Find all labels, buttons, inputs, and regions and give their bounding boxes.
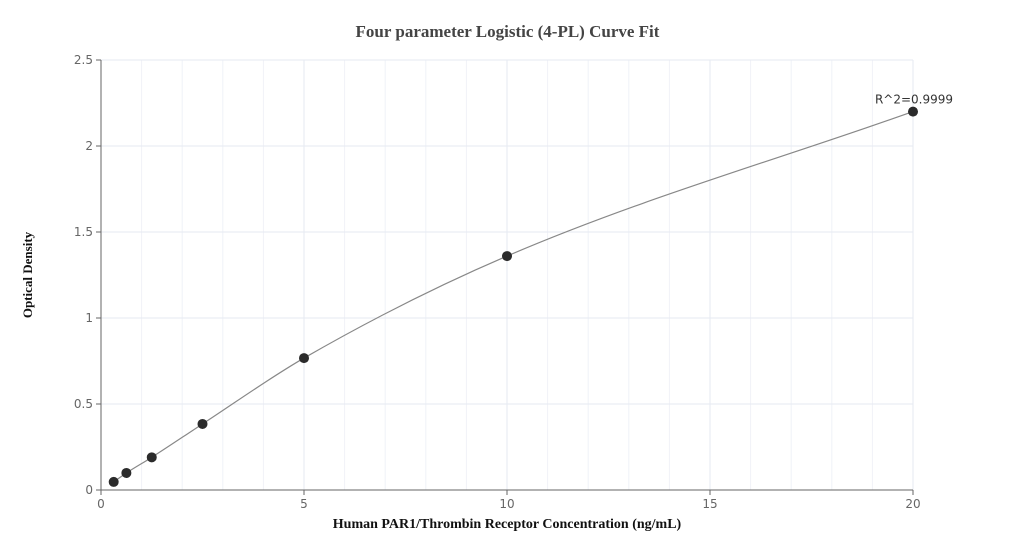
- y-tick-label: 1.5: [74, 225, 93, 239]
- chart-title: Four parameter Logistic (4-PL) Curve Fit: [355, 22, 660, 41]
- r-squared-annotation: R^2=0.9999: [875, 93, 953, 107]
- data-point: [197, 418, 208, 429]
- grid-lines: [101, 59, 914, 490]
- y-tick-label: 2.5: [74, 53, 93, 67]
- data-point: [299, 353, 309, 364]
- data-point: [502, 251, 512, 262]
- y-tick-label: 1: [85, 311, 93, 325]
- x-tick-label: 10: [499, 497, 514, 511]
- annotations: R^2=0.9999: [875, 93, 953, 107]
- x-axis-label: Human PAR1/Thrombin Receptor Concentrati…: [332, 517, 682, 532]
- x-tick-label: 5: [300, 497, 308, 511]
- tick-labels: 0 5 10 15 20 0 0.5 1 1.5 2 2.5: [74, 53, 921, 511]
- y-tick-label: 0: [85, 483, 93, 497]
- x-tick-label: 15: [702, 497, 717, 511]
- x-tick-label: 0: [97, 497, 105, 511]
- fit-curve: [113, 111, 914, 483]
- data-points: [108, 106, 918, 487]
- y-tick-label: 2: [85, 139, 93, 153]
- data-point: [108, 476, 119, 487]
- x-tick-label: 20: [905, 497, 920, 511]
- data-point: [146, 452, 157, 463]
- data-point: [121, 467, 132, 478]
- axes: [96, 59, 914, 495]
- data-point: [908, 106, 918, 117]
- y-tick-label: 0.5: [74, 397, 93, 411]
